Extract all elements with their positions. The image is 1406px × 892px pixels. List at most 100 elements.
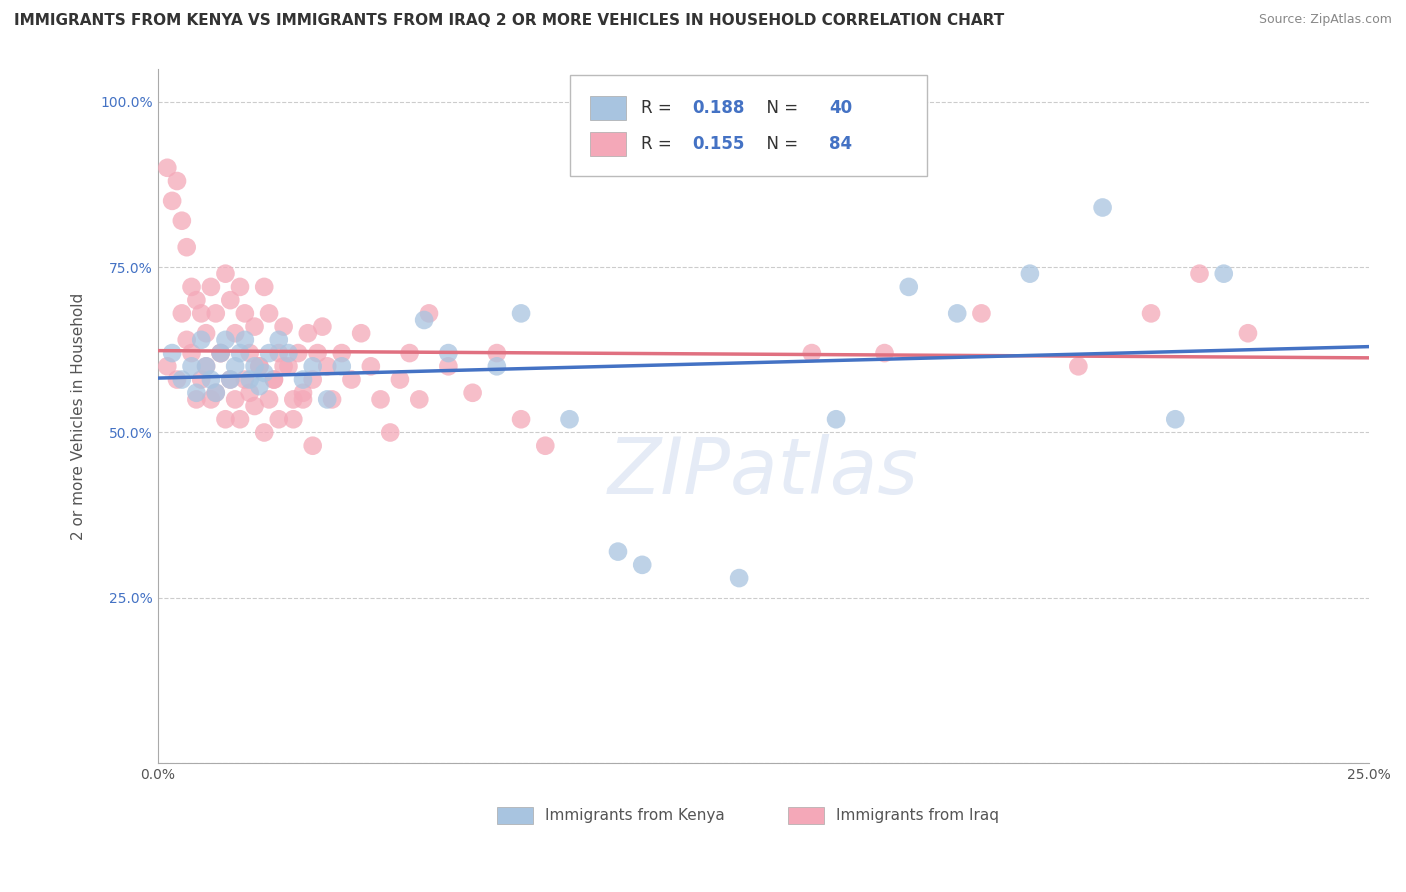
Point [233, 333, 256, 347]
Text: 0.155: 0.155 [692, 136, 744, 153]
Point [229, 280, 252, 294]
Point [156, 161, 179, 175]
Point [388, 373, 411, 387]
Text: Immigrants from Kenya: Immigrants from Kenya [546, 808, 725, 823]
Text: ZIPatlas: ZIPatlas [607, 434, 918, 509]
Point [1019, 267, 1042, 281]
Point [247, 379, 270, 393]
Point [224, 326, 246, 341]
Point [946, 306, 969, 320]
Point [283, 412, 305, 426]
Text: Source: ZipAtlas.com: Source: ZipAtlas.com [1258, 13, 1392, 27]
Point [350, 326, 373, 341]
Text: N =: N = [756, 136, 803, 153]
Point [180, 280, 202, 294]
Point [970, 306, 993, 320]
Point [180, 359, 202, 374]
Point [200, 392, 222, 407]
Point [267, 333, 290, 347]
Point [273, 359, 295, 374]
Point [190, 333, 212, 347]
Point [408, 392, 430, 407]
Point [253, 366, 276, 380]
FancyBboxPatch shape [591, 96, 627, 120]
Point [204, 385, 226, 400]
Point [247, 359, 270, 374]
Point [257, 392, 280, 407]
Point [166, 174, 188, 188]
Point [229, 412, 252, 426]
FancyBboxPatch shape [591, 132, 627, 156]
Point [166, 373, 188, 387]
FancyBboxPatch shape [496, 806, 533, 824]
Point [267, 346, 290, 360]
Point [190, 306, 212, 320]
Point [219, 373, 242, 387]
Point [170, 213, 193, 227]
Point [186, 293, 208, 307]
Point [224, 359, 246, 374]
Point [263, 373, 285, 387]
Point [160, 346, 183, 360]
Point [160, 194, 183, 208]
Point [461, 385, 484, 400]
Point [200, 373, 222, 387]
Point [247, 359, 270, 374]
Point [224, 392, 246, 407]
Text: IMMIGRANTS FROM KENYA VS IMMIGRANTS FROM IRAQ 2 OR MORE VEHICLES IN HOUSEHOLD CO: IMMIGRANTS FROM KENYA VS IMMIGRANTS FROM… [14, 13, 1004, 29]
Point [219, 293, 242, 307]
Point [330, 346, 353, 360]
Point [186, 385, 208, 400]
Y-axis label: 2 or more Vehicles in Household: 2 or more Vehicles in Household [72, 293, 86, 540]
Point [321, 392, 343, 407]
Point [273, 319, 295, 334]
Point [1067, 359, 1090, 374]
Point [370, 392, 392, 407]
Point [292, 385, 315, 400]
Point [292, 392, 315, 407]
Point [437, 346, 460, 360]
Point [243, 399, 266, 413]
Point [287, 346, 309, 360]
Point [190, 373, 212, 387]
Point [214, 267, 236, 281]
Point [292, 373, 315, 387]
Point [510, 306, 533, 320]
Point [330, 359, 353, 374]
Point [340, 373, 363, 387]
Point [360, 359, 382, 374]
Text: R =: R = [641, 136, 678, 153]
Point [1188, 267, 1211, 281]
Point [311, 319, 333, 334]
Point [301, 373, 323, 387]
Point [253, 280, 276, 294]
Point [204, 306, 226, 320]
Point [277, 346, 299, 360]
Point [607, 544, 630, 558]
Point [301, 439, 323, 453]
Point [176, 240, 198, 254]
Point [209, 346, 232, 360]
Point [195, 359, 218, 374]
Point [558, 412, 581, 426]
Point [283, 392, 305, 407]
Point [243, 319, 266, 334]
Point [204, 385, 226, 400]
Point [418, 306, 440, 320]
Point [253, 425, 276, 440]
Point [485, 346, 508, 360]
Point [398, 346, 420, 360]
Point [485, 359, 508, 374]
Point [267, 412, 290, 426]
Point [229, 346, 252, 360]
Point [277, 359, 299, 374]
Point [800, 346, 823, 360]
Point [825, 412, 848, 426]
Point [233, 373, 256, 387]
Point [170, 373, 193, 387]
Point [214, 412, 236, 426]
Point [156, 359, 179, 374]
Point [897, 280, 920, 294]
Point [239, 346, 262, 360]
Point [180, 346, 202, 360]
